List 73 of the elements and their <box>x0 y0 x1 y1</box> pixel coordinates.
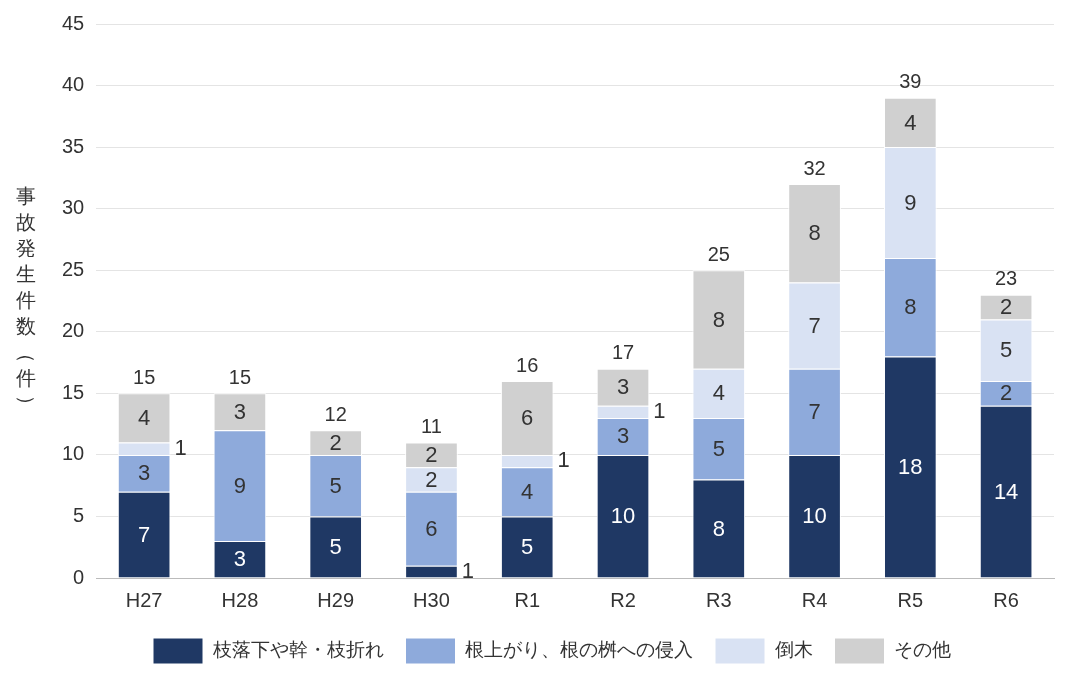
data-label: 5 <box>521 534 534 560</box>
total-label: 17 <box>611 341 635 364</box>
x-tick-label: R5 <box>897 588 924 611</box>
data-label: 7 <box>808 312 821 338</box>
legend-label: 根上がり、根の桝への侵入 <box>465 639 693 661</box>
data-label: 2 <box>329 429 342 455</box>
y-tick-label: 30 <box>62 196 85 219</box>
y-tick-label: 35 <box>62 134 85 157</box>
data-label: 5 <box>329 472 342 498</box>
total-label: 11 <box>421 415 442 438</box>
x-tick-label: H29 <box>317 588 355 611</box>
y-tick-label: 45 <box>62 11 85 34</box>
data-label: 1 <box>461 557 475 583</box>
legend-label: その他 <box>894 639 951 661</box>
data-label: 4 <box>904 109 917 135</box>
y-tick-label: 5 <box>73 503 85 526</box>
x-tick-label: H27 <box>125 588 163 611</box>
total-label: 12 <box>324 402 347 425</box>
legend-label: 倒木 <box>774 639 813 661</box>
x-tick-label: R3 <box>706 588 732 611</box>
data-label: 10 <box>610 503 636 529</box>
data-label: 18 <box>898 454 923 480</box>
data-label: 9 <box>904 189 917 215</box>
data-label: 3 <box>616 423 630 449</box>
total-label: 32 <box>803 156 826 179</box>
text: 事故発生件数（件） <box>16 184 39 415</box>
data-label: 5 <box>999 337 1013 363</box>
x-tick-label: R1 <box>514 588 541 611</box>
data-label: 2 <box>999 380 1013 406</box>
x-tick-label: R6 <box>993 588 1019 611</box>
x-tick-label: H30 <box>413 588 450 611</box>
data-label: 8 <box>712 306 725 332</box>
x-tick-label: H28 <box>221 588 259 611</box>
data-label: 4 <box>138 405 151 431</box>
data-label: 3 <box>233 546 247 572</box>
data-label: 8 <box>808 220 821 246</box>
data-label: 2 <box>425 466 438 492</box>
total-label: 16 <box>516 353 539 376</box>
data-label: 8 <box>904 294 917 320</box>
data-label: 14 <box>993 478 1019 504</box>
data-label: 5 <box>712 435 725 461</box>
data-label: 10 <box>802 503 827 529</box>
data-label: 2 <box>999 294 1013 320</box>
y-tick-label: 20 <box>62 319 85 342</box>
data-label: 9 <box>233 472 247 498</box>
data-label: 7 <box>808 398 821 424</box>
data-label: 6 <box>425 515 438 541</box>
data-label: 7 <box>138 521 151 547</box>
data-label: 8 <box>712 515 725 541</box>
data-label: 4 <box>521 478 534 504</box>
y-tick-label: 15 <box>62 380 85 403</box>
x-tick-label: R2 <box>610 588 636 611</box>
y-tick-label: 0 <box>73 565 85 588</box>
data-label: 3 <box>138 460 151 486</box>
data-label: 4 <box>712 380 725 406</box>
data-label: 3 <box>233 398 247 424</box>
legend-label: 枝落下や幹・枝折れ <box>211 639 384 661</box>
total-label: 23 <box>994 267 1018 290</box>
data-label: 3 <box>616 374 630 400</box>
data-label: 5 <box>329 534 342 560</box>
x-tick-label: R4 <box>801 588 828 611</box>
total-label: 39 <box>899 70 922 93</box>
data-label: 2 <box>425 441 438 467</box>
total-label: 15 <box>133 365 156 388</box>
y-tick-label: 40 <box>62 73 85 96</box>
data-label: 1 <box>557 447 570 473</box>
total-label: 25 <box>707 242 730 265</box>
data-label: 1 <box>653 397 666 423</box>
total-label: 15 <box>228 365 252 388</box>
data-label: 1 <box>174 434 187 460</box>
y-tick-label: 25 <box>62 257 85 280</box>
data-label: 6 <box>521 405 534 431</box>
y-tick-label: 10 <box>62 442 85 465</box>
